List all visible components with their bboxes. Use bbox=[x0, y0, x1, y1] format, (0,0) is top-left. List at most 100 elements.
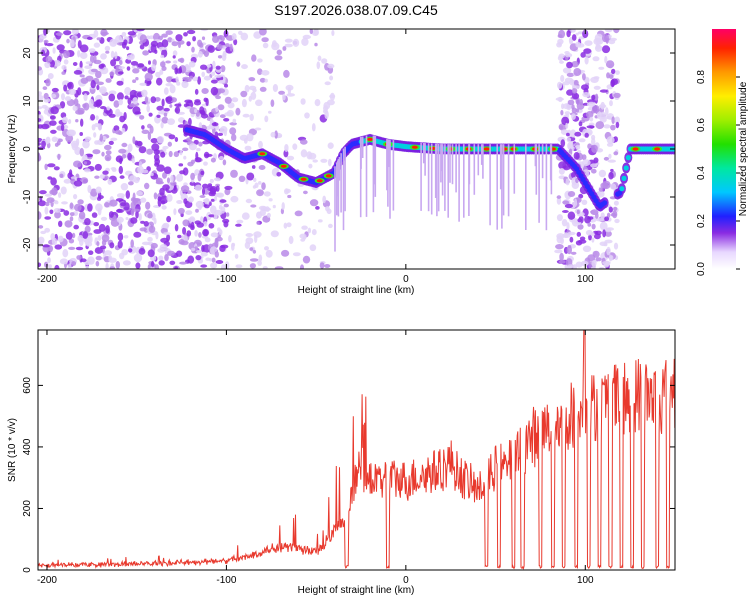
noise-speck bbox=[98, 223, 106, 232]
noise-speck bbox=[79, 60, 83, 69]
noise-speck bbox=[598, 187, 604, 192]
noise-speck bbox=[315, 206, 320, 210]
noise-speck bbox=[38, 36, 44, 43]
noise-speck bbox=[192, 76, 198, 82]
noise-speck bbox=[231, 97, 239, 103]
noise-speck bbox=[117, 71, 124, 75]
noise-speck bbox=[565, 178, 570, 186]
noise-speck bbox=[95, 81, 104, 86]
noise-speck bbox=[606, 136, 615, 145]
noise-speck bbox=[39, 196, 43, 202]
noise-speck bbox=[234, 253, 239, 259]
noise-speck bbox=[70, 39, 75, 48]
noise-speck bbox=[43, 39, 49, 44]
noise-speck bbox=[176, 173, 184, 182]
noise-speck bbox=[176, 200, 183, 204]
noise-speck bbox=[105, 78, 112, 83]
noise-speck bbox=[67, 263, 72, 269]
noise-speck bbox=[268, 110, 272, 114]
noise-speck bbox=[52, 47, 56, 54]
noise-speck bbox=[224, 185, 233, 190]
noise-speck bbox=[573, 152, 580, 160]
noise-speck bbox=[64, 220, 73, 228]
noise-speck bbox=[259, 29, 267, 36]
noise-speck bbox=[308, 163, 313, 169]
noise-speck bbox=[246, 172, 255, 181]
noise-speck bbox=[62, 249, 69, 258]
noise-speck bbox=[204, 198, 210, 205]
noise-speck bbox=[261, 182, 266, 191]
noise-speck bbox=[161, 33, 168, 38]
noise-speck bbox=[230, 169, 238, 178]
noise-speck bbox=[313, 29, 319, 36]
noise-speck bbox=[324, 81, 331, 86]
noise-speck bbox=[148, 35, 155, 40]
noise-speck bbox=[45, 78, 51, 87]
noise-speck bbox=[573, 68, 582, 76]
noise-speck bbox=[57, 235, 64, 243]
noise-speck bbox=[174, 103, 182, 107]
noise-speck bbox=[608, 74, 614, 79]
ridge-peak bbox=[483, 147, 490, 151]
noise-speck bbox=[210, 262, 218, 269]
noise-speck bbox=[51, 87, 59, 93]
noise-speck bbox=[164, 254, 169, 262]
noise-speck bbox=[603, 124, 611, 129]
noise-speck bbox=[311, 123, 316, 132]
noise-speck bbox=[216, 192, 225, 198]
noise-speck bbox=[570, 29, 576, 33]
noise-speck bbox=[587, 254, 596, 262]
noise-speck bbox=[166, 177, 171, 184]
noise-speck bbox=[600, 101, 605, 110]
noise-speck bbox=[43, 29, 47, 36]
noise-speck bbox=[558, 260, 566, 264]
noise-speck bbox=[588, 234, 592, 241]
noise-speck bbox=[211, 122, 219, 127]
noise-speck bbox=[245, 233, 254, 237]
noise-speck bbox=[599, 221, 608, 231]
noise-speck bbox=[556, 197, 562, 205]
noise-speck bbox=[108, 140, 114, 145]
noise-speck bbox=[114, 129, 122, 135]
noise-speck bbox=[61, 93, 65, 101]
noise-speck bbox=[322, 195, 327, 204]
noise-speck bbox=[143, 221, 149, 227]
noise-speck bbox=[109, 266, 116, 269]
colorbar-gradient bbox=[712, 29, 736, 269]
noise-speck bbox=[564, 111, 571, 115]
noise-speck bbox=[44, 106, 50, 111]
noise-speck bbox=[69, 212, 75, 217]
noise-speck bbox=[166, 233, 171, 242]
noise-speck bbox=[230, 195, 239, 203]
noise-speck bbox=[566, 61, 573, 69]
noise-speck bbox=[186, 41, 191, 47]
noise-speck bbox=[141, 89, 148, 98]
noise-speck bbox=[175, 34, 183, 42]
noise-speck bbox=[325, 206, 330, 212]
noise-speck bbox=[292, 143, 298, 150]
noise-speck bbox=[115, 155, 124, 163]
noise-speck bbox=[215, 185, 220, 192]
noise-speck bbox=[286, 93, 296, 97]
noise-speck bbox=[168, 134, 176, 140]
y-tick-label: -20 bbox=[22, 237, 33, 252]
noise-speck bbox=[150, 242, 158, 249]
noise-speck bbox=[45, 56, 53, 63]
noise-speck bbox=[79, 132, 83, 136]
noise-speck bbox=[191, 46, 195, 53]
noise-speck bbox=[605, 227, 615, 231]
noise-speck bbox=[147, 212, 153, 219]
noise-speck bbox=[304, 112, 310, 119]
noise-speck bbox=[590, 76, 599, 83]
noise-speck bbox=[283, 222, 288, 229]
noise-speck bbox=[302, 255, 311, 264]
noise-speck bbox=[221, 264, 226, 269]
noise-speck bbox=[292, 38, 300, 48]
noise-speck bbox=[561, 219, 568, 227]
noise-speck bbox=[38, 236, 45, 244]
noise-speck bbox=[73, 70, 83, 75]
noise-speck bbox=[126, 54, 134, 61]
noise-speck bbox=[602, 229, 606, 238]
noise-speck bbox=[57, 153, 61, 160]
noise-speck bbox=[262, 42, 269, 49]
